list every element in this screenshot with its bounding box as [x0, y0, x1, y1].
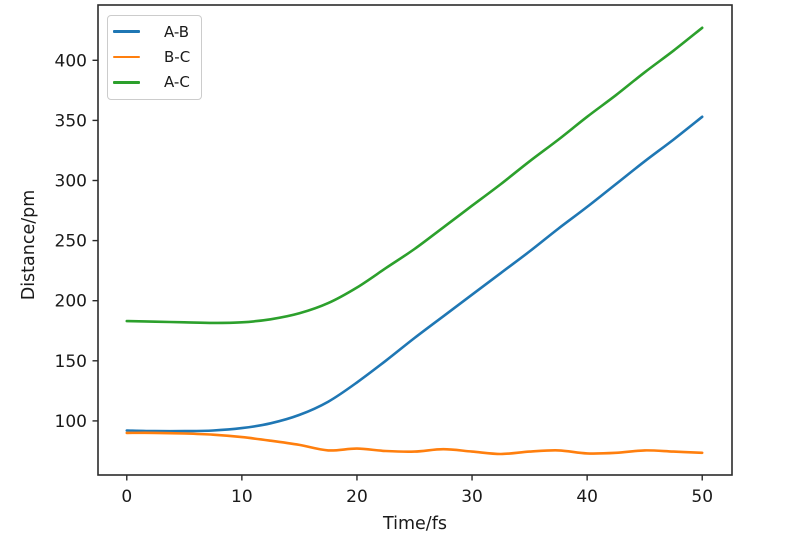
legend-item-ab: A-B: [113, 19, 195, 44]
legend-label-bc: B-C: [164, 47, 191, 66]
series-line-B-C: [125, 431, 704, 456]
legend: A-B B-C A-C: [107, 15, 202, 100]
y-tick-label: 150: [55, 352, 87, 372]
x-tick-label: 20: [346, 487, 368, 507]
legend-label-ac: A-C: [164, 73, 190, 92]
y-tick-label: 300: [55, 171, 87, 191]
y-axis-label: Distance/pm: [19, 190, 39, 301]
x-tick-label: 50: [691, 487, 713, 507]
y-tick-label: 200: [55, 292, 87, 312]
x-tick-label: 30: [461, 487, 483, 507]
y-axis-ticks: 100 150 200 250 300 350 400: [55, 51, 98, 432]
y-tick-label: 400: [55, 51, 87, 71]
legend-swatch-ab: [113, 30, 140, 33]
legend-item-bc: B-C: [113, 44, 195, 69]
x-tick-label: 40: [576, 487, 598, 507]
series-line-A-C: [125, 26, 704, 325]
legend-item-ac: A-C: [113, 70, 195, 95]
series-lines: [125, 26, 704, 456]
legend-swatch-ac: [113, 81, 140, 84]
legend-label-ab: A-B: [164, 22, 190, 41]
x-axis-ticks: 0 10 20 30 40 50: [121, 475, 713, 507]
y-tick-label: 100: [55, 412, 87, 432]
x-tick-label: 0: [121, 487, 132, 507]
y-tick-label: 250: [55, 232, 87, 252]
x-tick-label: 10: [231, 487, 253, 507]
y-tick-label: 350: [55, 111, 87, 131]
legend-swatch-bc: [113, 55, 140, 59]
x-axis-label: Time/fs: [382, 514, 447, 534]
series-line-A-B: [125, 115, 704, 433]
